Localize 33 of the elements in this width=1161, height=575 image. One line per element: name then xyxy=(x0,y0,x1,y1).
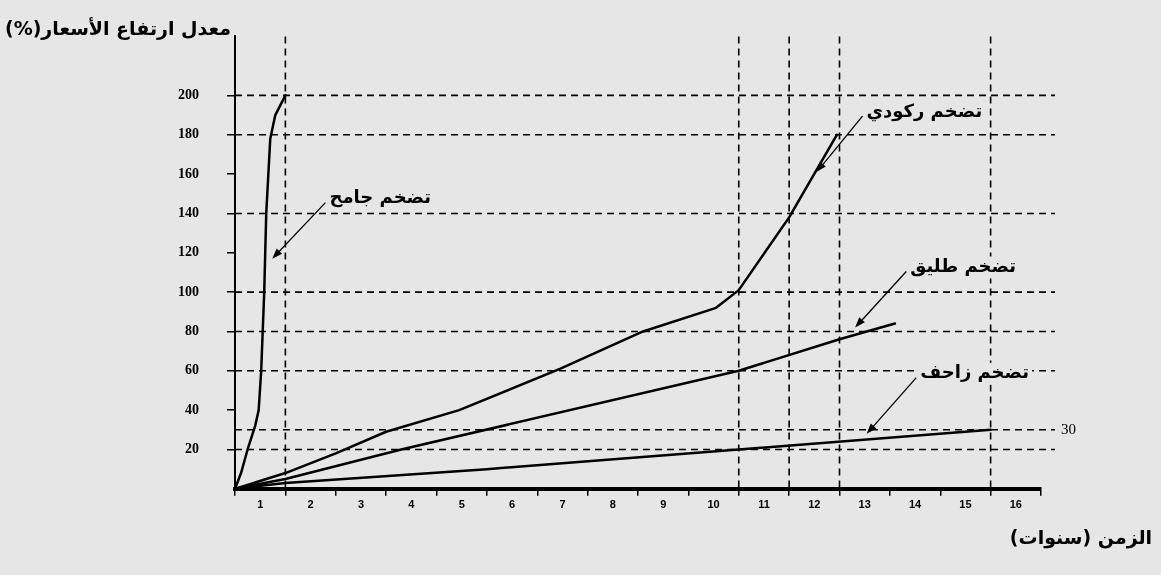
x-tick-label: 1 xyxy=(257,498,264,511)
x-tick-label: 9 xyxy=(660,498,667,511)
x-tick-label: 15 xyxy=(959,498,972,511)
y-tick-label: 120 xyxy=(178,244,199,260)
x-tick-label: 13 xyxy=(858,498,871,511)
annotation: تضخم جامح xyxy=(329,186,432,209)
x-tick-label: 16 xyxy=(1009,498,1022,511)
x-tick-label: 7 xyxy=(559,498,566,511)
x-tick-label: 2 xyxy=(307,498,314,511)
y-tick-label: 80 xyxy=(185,323,199,339)
annotation: تضخم ركودي xyxy=(866,99,983,122)
annotation: تضخم طليق xyxy=(910,255,1016,278)
y-tick-label: 160 xyxy=(178,165,199,181)
x-tick-label: 3 xyxy=(357,498,364,511)
x-tick-label: 12 xyxy=(808,498,821,511)
x-tick-label: 8 xyxy=(609,498,616,511)
y-axis-title: معدل ارتفاع الأسعار(%) xyxy=(4,16,232,40)
y-tick-label: 100 xyxy=(178,283,199,299)
y-tick-label: 40 xyxy=(185,401,199,417)
x-axis-title: الزمن (سنوات) xyxy=(1009,525,1153,549)
y-tick-label: 200 xyxy=(178,87,199,103)
y-tick-label: 20 xyxy=(185,441,199,457)
x-tick-label: 10 xyxy=(707,498,720,511)
y-tick-label: 180 xyxy=(178,126,199,142)
ref-line-label: 30 xyxy=(1061,420,1076,437)
x-tick-label: 5 xyxy=(458,498,465,511)
y-tick-label: 60 xyxy=(185,362,199,378)
x-tick-label: 6 xyxy=(509,498,516,511)
y-tick-label: 140 xyxy=(178,205,199,221)
annotation: تضخم زاحف xyxy=(920,361,1030,383)
x-tick-label: 4 xyxy=(408,498,416,511)
x-tick-label: 14 xyxy=(908,498,923,511)
x-tick-label: 11 xyxy=(758,498,770,511)
